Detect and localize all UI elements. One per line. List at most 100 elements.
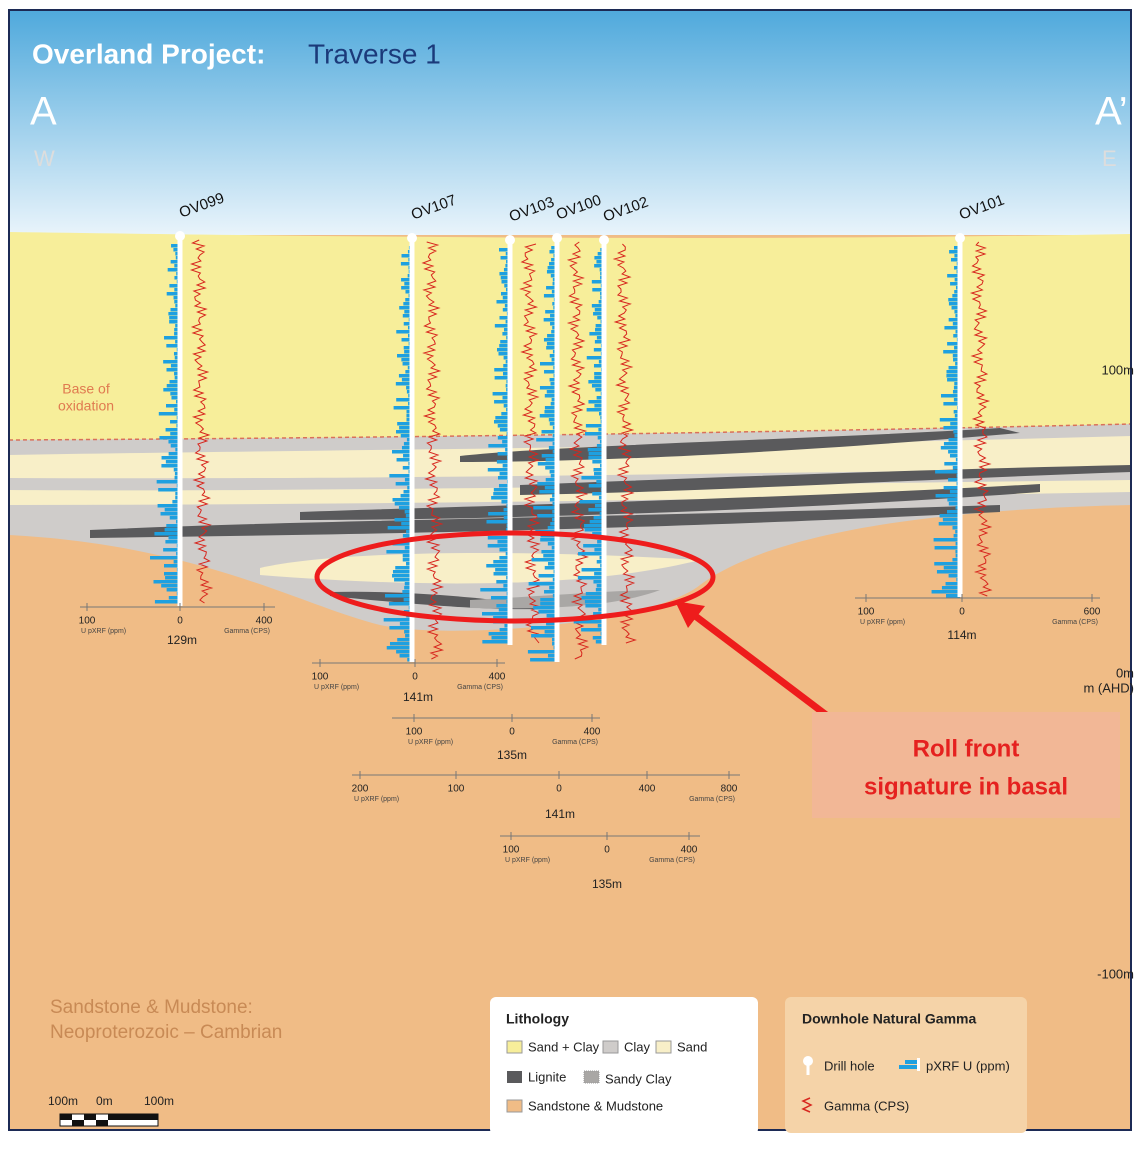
u-pxrf-bar — [585, 432, 604, 436]
u-pxrf-bar — [401, 358, 412, 362]
u-pxrf-bar — [953, 358, 960, 362]
u-pxrf-bar — [159, 436, 180, 440]
u-pxrf-bar — [497, 424, 510, 428]
u-pxrf-bar — [495, 416, 510, 420]
u-pxrf-bar — [397, 354, 412, 358]
u-pxrf-bar — [404, 586, 412, 590]
u-pxrf-bar — [954, 290, 960, 294]
u-pxrf-bar — [540, 538, 557, 542]
u-pxrf-bar — [174, 476, 180, 480]
u-pxrf-bar — [388, 602, 412, 606]
u-pxrf-bar — [579, 500, 604, 504]
u-pxrf-bar — [503, 508, 510, 512]
u-pxrf-bar — [591, 384, 604, 388]
u-pxrf-bar — [168, 596, 180, 600]
u-pxrf-bar — [581, 596, 604, 600]
u-pxrf-bar — [533, 506, 557, 510]
u-pxrf-bar — [488, 512, 510, 516]
u-pxrf-bar — [169, 516, 180, 520]
u-pxrf-bar — [397, 638, 412, 642]
u-pxrf-bar — [487, 536, 510, 540]
u-pxrf-bar — [587, 448, 604, 452]
scale-label: Gamma (CPS) — [457, 684, 503, 691]
sandy-clay — [470, 590, 660, 609]
u-pxrf-bar — [545, 478, 557, 482]
u-pxrf-bar — [164, 336, 180, 340]
u-pxrf-bar — [949, 454, 960, 458]
hole-depth: 135m — [592, 877, 622, 891]
u-pxrf-bar — [494, 324, 510, 328]
u-pxrf-bar — [933, 538, 960, 542]
u-pxrf-bar — [593, 580, 604, 584]
u-pxrf-bar — [947, 274, 960, 278]
u-pxrf-bar — [503, 356, 510, 360]
u-pxrf-bar — [158, 412, 180, 416]
u-pxrf-bar — [547, 654, 557, 658]
u-pxrf-bar — [953, 246, 960, 250]
scale-label: Gamma (CPS) — [224, 628, 270, 635]
lignite — [520, 465, 1131, 495]
u-pxrf-bar — [171, 244, 180, 248]
u-pxrf-bar — [940, 394, 960, 398]
u-pxrf-bar — [537, 482, 557, 486]
u-pxrf-bar — [594, 376, 604, 380]
u-pxrf-bar — [592, 460, 604, 464]
swatch — [507, 1071, 522, 1083]
hole-depth: 141m — [403, 690, 433, 704]
u-pxrf-bar — [496, 460, 510, 464]
sand — [260, 553, 700, 584]
u-pxrf-bar — [163, 548, 180, 552]
u-pxrf-bar — [394, 578, 412, 582]
u-pxrf-bar — [544, 410, 557, 414]
u-pxrf-bar — [581, 568, 604, 572]
scale-tick-label: 400 — [584, 727, 601, 738]
u-pxrf-bar — [503, 516, 510, 520]
end-label: A — [30, 90, 57, 134]
u-pxrf-bar — [948, 502, 960, 506]
scale-tick-label: 600 — [1084, 607, 1101, 618]
u-pxrf-bar — [543, 338, 557, 342]
scale-tick-label: 400 — [489, 672, 506, 683]
drill-hole-icon — [803, 1056, 813, 1075]
scale-label: Gamma (CPS) — [1052, 619, 1098, 626]
u-pxrf-bar — [943, 350, 960, 354]
scale-tick-label: 100 — [79, 616, 96, 627]
u-pxrf-bar — [400, 262, 412, 266]
u-pxrf-bar — [952, 558, 960, 562]
u-pxrf-bar — [174, 408, 180, 412]
u-pxrf-bar — [946, 594, 960, 598]
drill-hole — [554, 238, 560, 662]
u-pxrf-bar — [588, 456, 604, 460]
u-pxrf-bar — [398, 374, 412, 378]
u-pxrf-bar — [550, 522, 557, 526]
annotation: Base of — [62, 381, 110, 397]
u-pxrf-bar — [492, 392, 510, 396]
scale-label: U pXRF (ppm) — [860, 619, 905, 626]
u-pxrf-bar — [399, 654, 412, 658]
arrow-head — [675, 601, 705, 628]
u-pxrf-bar — [499, 272, 510, 276]
u-pxrf-bar — [946, 374, 960, 378]
u-pxrf-bar — [544, 590, 557, 594]
u-pxrf-bar — [540, 598, 557, 602]
u-pxrf-bar — [496, 580, 510, 584]
scale-tick-label: 0 — [177, 616, 183, 627]
u-pxrf-bar — [952, 526, 960, 530]
u-pxrf-bar — [598, 608, 604, 612]
u-pxrf-bar — [168, 440, 180, 444]
scale-label: U pXRF (ppm) — [505, 857, 550, 864]
u-pxrf-bar — [387, 526, 412, 530]
u-pxrf-bar — [166, 292, 180, 296]
u-pxrf-bar — [952, 354, 960, 358]
u-pxrf-bar — [150, 556, 180, 560]
u-pxrf-bar — [594, 256, 604, 260]
u-pxrf-bar — [544, 486, 557, 490]
legend-item: Sand — [677, 1039, 707, 1054]
u-pxrf-bar — [170, 392, 180, 396]
u-pxrf-bar — [546, 286, 557, 290]
u-pxrf-bar — [497, 452, 510, 456]
u-pxrf-bar — [399, 306, 412, 310]
u-pxrf-bar — [594, 264, 604, 268]
u-pxrf-bar — [546, 342, 557, 346]
